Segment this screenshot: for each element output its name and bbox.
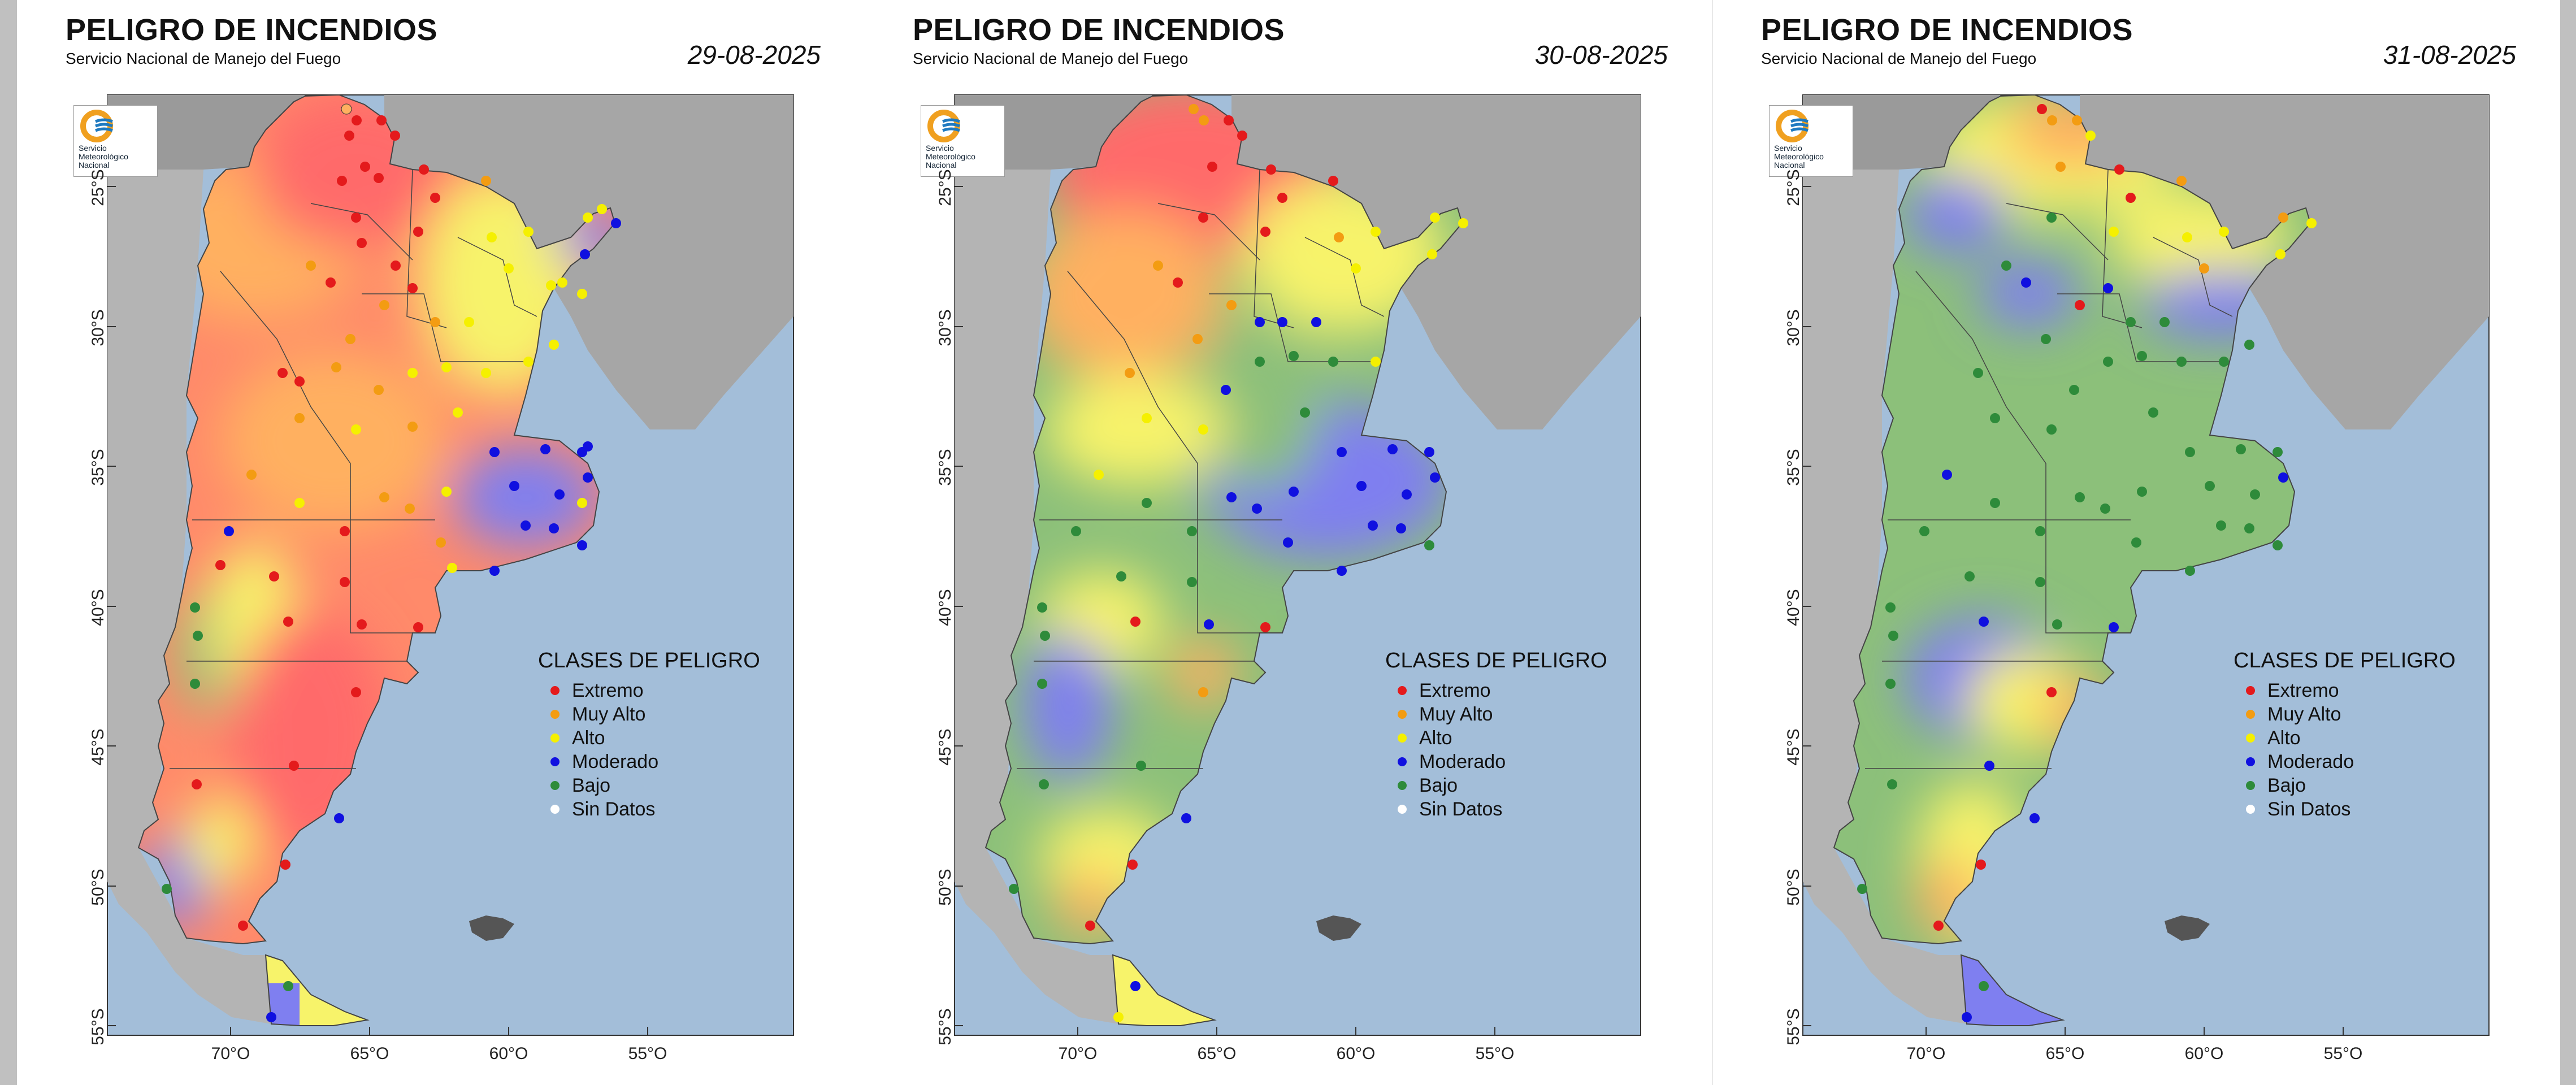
smn-logo: Servicio Meteorológico Nacional xyxy=(73,105,158,177)
lat-label: 40°S xyxy=(936,589,955,626)
logo-text-1: Servicio xyxy=(926,144,954,153)
logo-text-2: Meteorológico xyxy=(926,152,975,161)
fire-danger-map-panel-3: PELIGRO DE INCENDIOS Servicio Nacional d… xyxy=(1712,0,2560,1085)
station-points xyxy=(1009,104,1468,1022)
lat-label: 45°S xyxy=(89,728,107,766)
legend-item-muy-alto: Muy Alto xyxy=(538,702,760,726)
lon-label: 60°O xyxy=(2184,1044,2224,1063)
map-area xyxy=(107,94,794,1036)
lat-label: 30°S xyxy=(1784,309,1803,346)
lat-label: 50°S xyxy=(89,869,107,906)
legend-item-moderado: Moderado xyxy=(538,750,760,774)
logo-text-3: Nacional xyxy=(926,160,957,170)
lat-label: 50°S xyxy=(936,869,955,906)
legend-item-sin-datos: Sin Datos xyxy=(538,797,760,821)
station-points xyxy=(162,103,621,1022)
fire-danger-map-panel-1: PELIGRO DE INCENDIOS Servicio Nacional d… xyxy=(17,0,865,1085)
legend-item-sin-datos: Sin Datos xyxy=(2234,797,2456,821)
lat-label: 25°S xyxy=(1784,169,1803,206)
map-date: 29-08-2025 xyxy=(687,40,821,70)
station-points xyxy=(1857,104,2317,1022)
lat-label: 55°S xyxy=(936,1008,955,1045)
fire-danger-map-panel-2: PELIGRO DE INCENDIOS Servicio Nacional d… xyxy=(864,0,1712,1085)
lon-label: 70°O xyxy=(1906,1044,1946,1063)
map-title: PELIGRO DE INCENDIOS xyxy=(913,13,1285,47)
logo-text-1: Servicio xyxy=(1774,144,1802,153)
legend-item-moderado: Moderado xyxy=(2234,750,2456,774)
map-subtitle: Servicio Nacional de Manejo del Fuego xyxy=(66,50,341,67)
danger-legend: CLASES DE PELIGRO Extremo Muy Alto Alto … xyxy=(1385,649,1607,821)
lon-label: 55°O xyxy=(628,1044,667,1063)
lon-label: 70°O xyxy=(211,1044,250,1063)
lat-label: 25°S xyxy=(936,169,955,206)
logo-text-2: Meteorológico xyxy=(79,152,128,161)
lat-label: 45°S xyxy=(936,728,955,766)
lat-label: 30°S xyxy=(936,309,955,346)
map-date: 30-08-2025 xyxy=(1534,40,1668,70)
map-area xyxy=(954,94,1641,1036)
map-title: PELIGRO DE INCENDIOS xyxy=(1761,13,2133,47)
smn-logo: Servicio Meteorológico Nacional xyxy=(1769,105,1853,177)
lat-label: 30°S xyxy=(89,309,107,346)
lat-label: 40°S xyxy=(89,589,107,626)
legend-title: CLASES DE PELIGRO xyxy=(1385,649,1607,672)
lon-label: 65°O xyxy=(2045,1044,2085,1063)
legend-item-sin-datos: Sin Datos xyxy=(1385,797,1607,821)
legend-item-alto: Alto xyxy=(538,726,760,750)
legend-item-extremo: Extremo xyxy=(538,679,760,702)
danger-legend: CLASES DE PELIGRO Extremo Muy Alto Alto … xyxy=(538,649,760,821)
lat-label: 40°S xyxy=(1784,589,1803,626)
lon-label: 60°O xyxy=(1336,1044,1376,1063)
legend-title: CLASES DE PELIGRO xyxy=(2234,649,2456,672)
lon-label: 55°O xyxy=(1475,1044,1515,1063)
legend-item-bajo: Bajo xyxy=(2234,774,2456,797)
lat-label: 50°S xyxy=(1784,869,1803,906)
lat-label: 35°S xyxy=(89,449,107,486)
smn-logo: Servicio Meteorológico Nacional xyxy=(921,105,1005,177)
logo-text-1: Servicio xyxy=(79,144,107,153)
map-area xyxy=(1802,94,2490,1036)
lon-label: 65°O xyxy=(350,1044,389,1063)
map-date: 31-08-2025 xyxy=(2383,40,2516,70)
legend-item-muy-alto: Muy Alto xyxy=(2234,702,2456,726)
legend-item-bajo: Bajo xyxy=(538,774,760,797)
lat-label: 55°S xyxy=(1784,1008,1803,1045)
lat-label: 25°S xyxy=(89,169,107,206)
lat-label: 45°S xyxy=(1784,728,1803,766)
logo-text-2: Meteorológico xyxy=(1774,152,1824,161)
map-subtitle: Servicio Nacional de Manejo del Fuego xyxy=(1761,50,2037,67)
legend-item-alto: Alto xyxy=(2234,726,2456,750)
map-title: PELIGRO DE INCENDIOS xyxy=(66,13,438,47)
lon-label: 55°O xyxy=(2323,1044,2363,1063)
legend-item-bajo: Bajo xyxy=(1385,774,1607,797)
legend-item-moderado: Moderado xyxy=(1385,750,1607,774)
danger-legend: CLASES DE PELIGRO Extremo Muy Alto Alto … xyxy=(2234,649,2456,821)
lon-label: 60°O xyxy=(489,1044,528,1063)
map-subtitle: Servicio Nacional de Manejo del Fuego xyxy=(913,50,1189,67)
lat-label: 55°S xyxy=(89,1008,107,1045)
legend-item-alto: Alto xyxy=(1385,726,1607,750)
lat-label: 35°S xyxy=(936,449,955,486)
legend-item-extremo: Extremo xyxy=(2234,679,2456,702)
logo-text-3: Nacional xyxy=(79,160,110,170)
lon-label: 70°O xyxy=(1058,1044,1098,1063)
lon-label: 65°O xyxy=(1197,1044,1237,1063)
lat-label: 35°S xyxy=(1784,449,1803,486)
legend-item-muy-alto: Muy Alto xyxy=(1385,702,1607,726)
logo-text-3: Nacional xyxy=(1774,160,1805,170)
legend-title: CLASES DE PELIGRO xyxy=(538,649,760,672)
legend-item-extremo: Extremo xyxy=(1385,679,1607,702)
